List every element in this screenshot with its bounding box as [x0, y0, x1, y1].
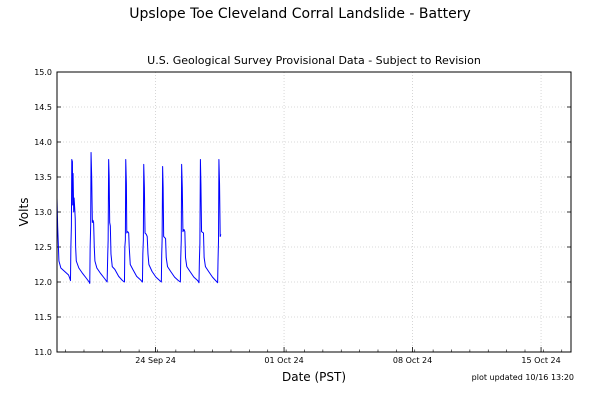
- y-tick-label: 11.0: [34, 348, 52, 357]
- plot-updated-note: plot updated 10/16 13:20: [471, 373, 574, 382]
- y-tick-label: 14.0: [34, 138, 52, 147]
- x-tick-label: 01 Oct 24: [264, 356, 303, 365]
- y-tick-label: 13.0: [34, 208, 52, 217]
- y-tick-label: 12.0: [34, 278, 52, 287]
- y-tick-label: 14.5: [34, 103, 52, 112]
- y-tick-label: 12.5: [34, 243, 52, 252]
- plot-frame: [56, 71, 572, 353]
- chart-title: Upslope Toe Cleveland Corral Landslide -…: [129, 6, 471, 22]
- y-tick-label: 11.5: [34, 313, 52, 322]
- y-tick-label: 13.5: [34, 173, 52, 182]
- x-tick-label: 15 Oct 24: [521, 356, 560, 365]
- x-tick-label: 24 Sep 24: [135, 356, 176, 365]
- x-tick-label: 08 Oct 24: [393, 356, 432, 365]
- x-axis-label: Date (PST): [281, 370, 347, 384]
- y-tick-label: 15.0: [34, 68, 52, 77]
- battery-voltage-line: [56, 152, 222, 284]
- chart-subtitle: U.S. Geological Survey Provisional Data …: [147, 54, 481, 67]
